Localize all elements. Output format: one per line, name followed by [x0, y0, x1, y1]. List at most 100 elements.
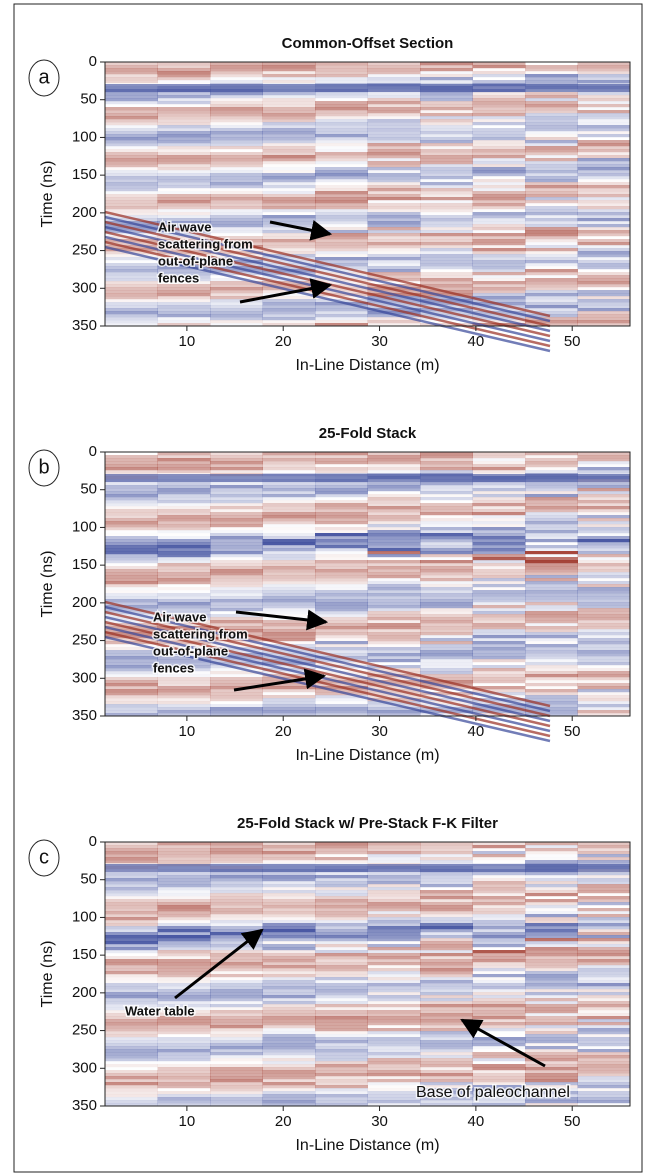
reflection [262, 854, 316, 858]
reflection [420, 653, 473, 657]
reflection [577, 1034, 631, 1038]
reflection [367, 986, 421, 990]
reflection [262, 1076, 316, 1080]
reflection [315, 650, 368, 654]
reflection [105, 503, 158, 507]
reflection [420, 161, 473, 165]
reflection [315, 551, 368, 554]
reflection [577, 1025, 631, 1029]
reflection [105, 701, 158, 705]
reflection [420, 905, 473, 909]
reflection [315, 1094, 368, 1098]
reflection [262, 548, 316, 552]
reflection [525, 572, 578, 576]
reflection [420, 1001, 473, 1005]
reflection [367, 614, 421, 618]
reflection [157, 680, 211, 684]
reflection [157, 194, 211, 198]
reflection [420, 500, 473, 503]
reflection [315, 173, 368, 177]
reflection [157, 611, 211, 615]
reflection [157, 1085, 211, 1089]
reflection [367, 197, 421, 201]
reflection [525, 1013, 578, 1017]
reflection [525, 200, 578, 204]
reflection [262, 491, 316, 495]
reflection [577, 977, 631, 981]
reflection [367, 620, 421, 624]
reflection [577, 113, 631, 117]
reflection [577, 230, 631, 234]
reflection [525, 218, 578, 222]
reflection [525, 140, 578, 144]
reflection [105, 107, 158, 111]
reflection [525, 590, 578, 594]
reflection [157, 131, 211, 135]
reflection [157, 455, 211, 459]
reflection [315, 1037, 368, 1041]
reflection [158, 1061, 211, 1064]
reflection [472, 224, 526, 228]
reflection [420, 242, 473, 246]
reflection [105, 1013, 158, 1017]
reflection [105, 281, 158, 285]
x-tick-label: 10 [179, 333, 196, 350]
reflection [157, 854, 211, 858]
reflection [157, 896, 211, 900]
reflection [315, 77, 368, 81]
reflection [263, 524, 316, 527]
reflection [525, 110, 578, 114]
reflection [367, 191, 421, 195]
reflection [525, 287, 578, 291]
reflection [577, 860, 631, 864]
reflection [472, 989, 526, 993]
reflection [577, 710, 631, 714]
reflection [210, 995, 263, 999]
reflection [472, 527, 526, 531]
reflection [262, 137, 316, 141]
reflection [315, 500, 368, 504]
reflection [525, 314, 578, 318]
reflection [367, 467, 421, 471]
reflection [367, 899, 421, 903]
reflection [367, 842, 421, 846]
reflection [420, 95, 473, 99]
reflection [577, 173, 631, 177]
reflection [105, 569, 158, 573]
reflection [315, 935, 368, 939]
reflection [210, 113, 263, 117]
reflection [420, 956, 473, 960]
reflection [315, 68, 368, 72]
reflection [525, 944, 578, 948]
reflection [577, 1040, 631, 1044]
reflection [420, 656, 473, 660]
reflection [105, 1082, 158, 1086]
reflection [105, 266, 158, 270]
reflection [262, 116, 316, 120]
panel: 25-Fold Stack w/ Pre-Stack F-K Filterc05… [28, 815, 631, 1154]
reflection [367, 1001, 421, 1005]
reflection [262, 608, 316, 612]
reflection [525, 575, 578, 579]
reflection [105, 167, 158, 170]
reflection [577, 650, 631, 654]
reflection [472, 647, 526, 651]
reflection [472, 455, 526, 459]
reflection [367, 470, 421, 474]
reflection [315, 899, 368, 903]
reflection [210, 188, 263, 191]
y-tick-label: 0 [89, 443, 97, 460]
reflection [472, 62, 526, 66]
reflection [367, 536, 421, 540]
reflection [578, 287, 631, 290]
reflection [210, 158, 263, 162]
reflection [262, 656, 316, 660]
reflection [157, 125, 211, 129]
reflection [577, 77, 631, 81]
reflection [315, 644, 368, 648]
reflection [472, 188, 526, 192]
reflection [210, 161, 263, 165]
reflection [315, 233, 368, 237]
reflection [158, 80, 211, 83]
reflection [157, 119, 211, 123]
